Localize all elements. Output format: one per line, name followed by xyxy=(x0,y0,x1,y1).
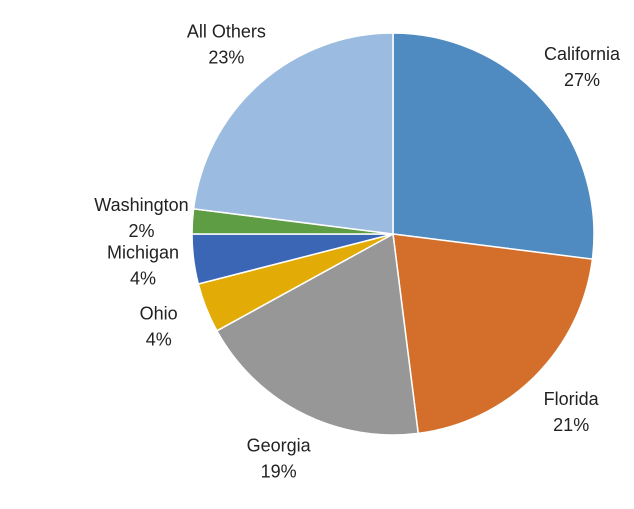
pie-slice xyxy=(215,232,420,436)
slice-value-label: 2% xyxy=(128,221,154,241)
pie-slice xyxy=(392,233,594,435)
slice-label: Florida xyxy=(544,389,600,409)
slice-value-label: 4% xyxy=(146,330,172,350)
slice-label: Michigan xyxy=(107,242,179,262)
slice-value-label: 19% xyxy=(261,461,297,481)
slice-value-label: 4% xyxy=(130,268,156,288)
slice-label: Ohio xyxy=(140,304,178,324)
slice-value-label: 27% xyxy=(564,70,600,90)
slice-label: All Others xyxy=(187,22,266,42)
pie-slice xyxy=(392,32,595,261)
slice-value-label: 21% xyxy=(553,415,589,435)
slice-value-label: 23% xyxy=(208,48,244,68)
pie-slice xyxy=(192,32,394,235)
slice-label: Washington xyxy=(94,195,188,215)
slice-label: Georgia xyxy=(247,435,312,455)
slice-label: California xyxy=(544,44,621,64)
